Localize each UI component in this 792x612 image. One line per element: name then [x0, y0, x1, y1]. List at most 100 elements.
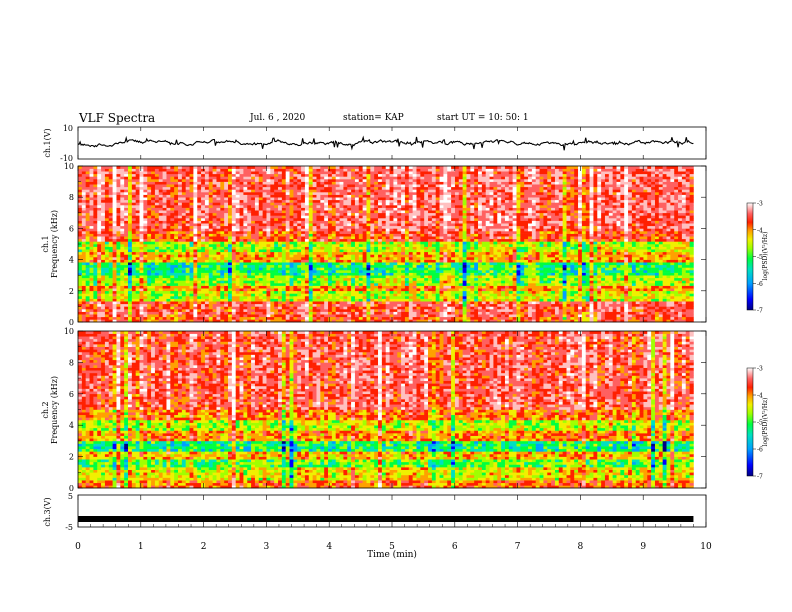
- spectrogram-cell: [278, 293, 283, 297]
- spectrogram-cell: [216, 275, 221, 279]
- spectrogram-cell: [204, 293, 210, 297]
- spectrogram-cell: [297, 186, 302, 190]
- spectrogram-cell: [235, 259, 240, 263]
- spectrogram-cell: [101, 192, 106, 195]
- spectrogram-cell: [381, 296, 387, 299]
- spectrogram-cell: [385, 314, 390, 318]
- spectrogram-cell: [116, 249, 121, 253]
- spectrogram-cell: [216, 288, 221, 292]
- spectrogram-cell: [162, 319, 167, 323]
- spectrogram-cell: [162, 270, 167, 273]
- spectrogram-cell: [185, 223, 190, 227]
- spectrogram-cell: [147, 275, 152, 279]
- spectrogram-cell: [312, 262, 317, 266]
- spectrogram-cell: [231, 220, 237, 224]
- spectrogram-cell: [151, 176, 156, 180]
- spectrogram-cell: [366, 272, 371, 276]
- spectrogram-cell: [81, 272, 86, 276]
- spectrogram-cell: [312, 233, 317, 237]
- spectrogram-cell: [293, 270, 298, 273]
- spectrogram-cell: [154, 218, 160, 221]
- spectrogram-cell: [301, 259, 306, 263]
- spectrogram-cell: [162, 264, 167, 268]
- spectrogram-cell: [343, 179, 348, 182]
- spectrogram-cell: [235, 293, 240, 297]
- spectrogram-cell: [351, 223, 356, 227]
- spectrogram-cell: [235, 246, 240, 250]
- spectrogram-cell: [154, 220, 160, 224]
- spectrogram-cell: [378, 290, 383, 294]
- spectrogram-cell: [93, 176, 98, 180]
- spectrogram-cell: [328, 166, 333, 169]
- spectrogram-cell: [339, 280, 344, 284]
- spectrogram-cell: [235, 244, 240, 247]
- spectrogram-cell: [293, 280, 298, 284]
- spectrogram-cell: [151, 218, 156, 221]
- spectrogram-cell: [362, 236, 367, 240]
- spectrogram-cell: [339, 283, 344, 286]
- spectrogram-cell: [366, 197, 371, 201]
- spectrogram-cell: [81, 285, 86, 289]
- spectrogram-cell: [131, 280, 136, 284]
- spectrogram-cell: [297, 272, 302, 276]
- spectrogram-cell: [170, 283, 175, 286]
- spectrogram-cell: [301, 306, 306, 310]
- spectrogram-cell: [170, 296, 175, 299]
- spectrogram-cell: [251, 259, 256, 263]
- spectrogram-cell: [351, 267, 356, 271]
- spectrogram-cell: [235, 254, 240, 258]
- spectrogram-cell: [124, 311, 129, 315]
- spectrogram-cell: [170, 264, 175, 268]
- spectrogram-cell: [97, 199, 102, 203]
- spectrogram-cell: [174, 241, 179, 245]
- spectrogram-cell: [81, 241, 86, 245]
- spectrogram-cell: [81, 314, 86, 318]
- spectrogram-cell: [85, 199, 90, 203]
- spectrogram-cell: [343, 231, 348, 234]
- spectrogram-cell: [328, 264, 333, 268]
- spectrogram-cell: [289, 301, 294, 305]
- spectrogram-cell: [208, 264, 213, 268]
- spectrogram-cell: [301, 275, 306, 279]
- spectrogram-cell: [174, 223, 179, 227]
- spectrogram-cell: [320, 257, 325, 260]
- spectrogram-cell: [331, 306, 337, 310]
- spectrogram-cell: [262, 233, 267, 237]
- spectrogram-cell: [101, 223, 106, 227]
- spectrogram-cell: [354, 199, 360, 203]
- spectrogram-cell: [143, 277, 148, 281]
- spectrogram-cell: [274, 176, 279, 180]
- spectrogram-cell: [258, 262, 263, 266]
- spectrogram-cell: [370, 220, 375, 224]
- spectrogram-cell: [120, 311, 125, 315]
- spectrogram-cell: [347, 225, 352, 229]
- spectrogram-cell: [316, 277, 321, 281]
- spectrogram-cell: [162, 280, 167, 284]
- spectrogram-cell: [278, 314, 283, 318]
- spectrogram-cell: [235, 251, 240, 255]
- spectrogram-cell: [89, 181, 94, 185]
- spectrogram-cell: [220, 262, 225, 266]
- spectrogram-cell: [189, 210, 194, 214]
- spectrogram-cell: [139, 301, 144, 305]
- spectrogram-cell: [154, 236, 160, 240]
- spectrogram-cell: [78, 212, 83, 216]
- spectrogram-cell: [189, 306, 194, 310]
- spectrogram-cell: [158, 202, 163, 206]
- spectrogram-cell: [274, 228, 279, 232]
- spectrogram-cell: [193, 184, 198, 188]
- spectrogram-cell: [170, 210, 175, 214]
- spectrogram-cell: [85, 166, 90, 169]
- spectrogram-cell: [328, 223, 333, 227]
- spectrogram-cell: [216, 290, 221, 294]
- spectrogram-cell: [297, 303, 302, 307]
- spectrogram-cell: [170, 181, 175, 185]
- spectrogram-cell: [304, 181, 310, 185]
- spectrogram-cell: [285, 184, 290, 188]
- spectrogram-cell: [343, 181, 348, 185]
- spectrogram-cell: [393, 215, 398, 219]
- spectrogram-cell: [101, 272, 106, 276]
- spectrogram-cell: [258, 275, 263, 279]
- spectrogram-cell: [139, 283, 144, 286]
- spectrogram-cell: [297, 238, 302, 242]
